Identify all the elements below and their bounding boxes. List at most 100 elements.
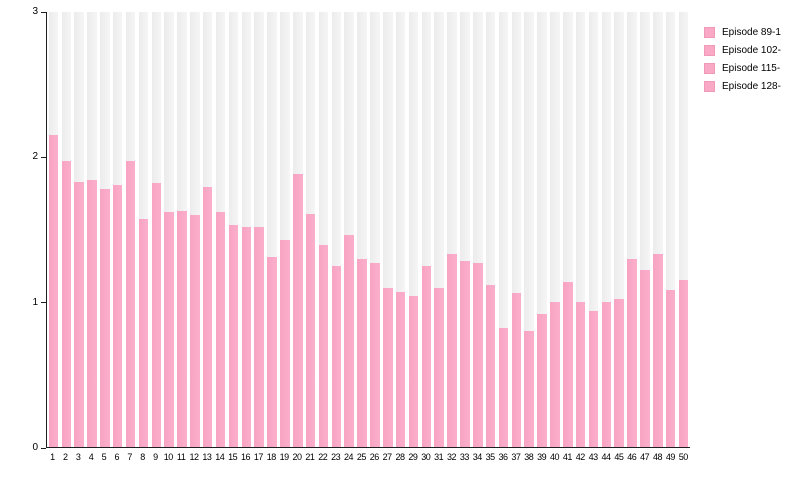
bar-slot xyxy=(304,12,317,447)
bar-track xyxy=(563,12,573,447)
bar-slot xyxy=(433,12,446,447)
x-axis-label: 20 xyxy=(292,452,302,462)
x-axis-label: 40 xyxy=(549,452,560,462)
bar-slot xyxy=(459,12,472,447)
bar-13[interactable] xyxy=(202,187,213,447)
bar-9[interactable] xyxy=(151,183,162,447)
bar-slot xyxy=(626,12,639,447)
bar-track xyxy=(267,12,277,447)
legend-item[interactable]: Episode 128- xyxy=(704,81,781,92)
bar-21[interactable] xyxy=(305,213,316,447)
bar-slot xyxy=(111,12,124,447)
bar-2[interactable] xyxy=(61,161,72,447)
bar-14[interactable] xyxy=(215,212,226,447)
bar-35[interactable] xyxy=(485,284,496,447)
bar-43[interactable] xyxy=(588,310,599,447)
bar-49[interactable] xyxy=(665,290,676,447)
bar-15[interactable] xyxy=(228,225,239,447)
bar-36[interactable] xyxy=(498,328,509,447)
bar-track xyxy=(100,12,110,447)
bar-3[interactable] xyxy=(74,181,84,447)
x-axis-label: 23 xyxy=(331,452,341,462)
bar-slot xyxy=(214,12,227,447)
bar-10[interactable] xyxy=(164,212,174,447)
bar-30[interactable] xyxy=(421,265,432,447)
bar-12[interactable] xyxy=(190,215,200,447)
x-axis-label: 7 xyxy=(127,452,132,462)
x-axis-label: 8 xyxy=(140,452,145,462)
bar-19[interactable] xyxy=(280,239,290,447)
y-axis-tick xyxy=(41,447,46,449)
bar-slot xyxy=(60,12,73,447)
bar-4[interactable] xyxy=(87,180,97,447)
bar-track xyxy=(614,12,624,447)
bar-7[interactable] xyxy=(125,161,136,447)
bar-39[interactable] xyxy=(537,313,547,447)
legend-swatch-icon xyxy=(704,27,715,38)
bar-20[interactable] xyxy=(292,174,303,447)
bar-46[interactable] xyxy=(627,258,637,447)
legend-item[interactable]: Episode 115- xyxy=(704,63,781,74)
bar-16[interactable] xyxy=(241,226,252,447)
bar-slot xyxy=(510,12,523,447)
x-axis-label: 36 xyxy=(498,452,508,462)
legend-item[interactable]: Episode 102- xyxy=(704,45,781,56)
bar-32[interactable] xyxy=(447,254,457,447)
bar-1[interactable] xyxy=(48,135,59,447)
bar-34[interactable] xyxy=(473,262,483,447)
legend-item[interactable]: Episode 89-1 xyxy=(704,27,781,38)
legend-swatch-icon xyxy=(704,81,715,92)
bar-slot xyxy=(227,12,240,447)
x-axis-label: 33 xyxy=(459,452,470,462)
bar-5[interactable] xyxy=(100,188,110,447)
bar-slot xyxy=(536,12,549,447)
bar-41[interactable] xyxy=(563,281,573,447)
x-axis-label: 13 xyxy=(202,452,212,462)
bar-18[interactable] xyxy=(267,257,277,447)
bar-29[interactable] xyxy=(408,296,419,447)
y-axis-tick-label: 2 xyxy=(32,151,38,163)
bar-slot xyxy=(278,12,291,447)
bar-series xyxy=(47,12,690,447)
bar-50[interactable] xyxy=(678,280,689,447)
bar-track xyxy=(305,12,316,447)
bar-23[interactable] xyxy=(331,265,342,447)
bar-track xyxy=(292,12,303,447)
bar-47[interactable] xyxy=(640,270,650,447)
bar-slot xyxy=(356,12,369,447)
bar-45[interactable] xyxy=(614,299,624,447)
bar-31[interactable] xyxy=(434,287,444,447)
bar-28[interactable] xyxy=(395,291,406,447)
bar-37[interactable] xyxy=(511,293,522,447)
bar-track xyxy=(370,12,380,447)
bar-27[interactable] xyxy=(383,287,393,447)
x-axis-label: 25 xyxy=(356,452,367,462)
bar-slot xyxy=(201,12,214,447)
bar-8[interactable] xyxy=(138,219,149,447)
bar-slot xyxy=(484,12,497,447)
x-axis-label: 45 xyxy=(614,452,624,462)
bar-6[interactable] xyxy=(112,184,123,447)
bar-48[interactable] xyxy=(653,254,663,447)
bar-24[interactable] xyxy=(344,235,354,447)
bar-track xyxy=(601,12,612,447)
bar-track xyxy=(473,12,483,447)
bar-44[interactable] xyxy=(601,302,612,447)
bar-22[interactable] xyxy=(318,245,329,447)
x-axis-label: 42 xyxy=(575,452,586,462)
bar-25[interactable] xyxy=(357,258,367,447)
legend: Episode 89-1 Episode 102- Episode 115- Epis… xyxy=(704,27,781,92)
x-axis-label: 48 xyxy=(652,452,663,462)
x-axis-label: 29 xyxy=(408,452,418,462)
bar-track xyxy=(318,12,329,447)
bar-38[interactable] xyxy=(524,331,534,447)
bar-11[interactable] xyxy=(177,210,187,447)
bar-26[interactable] xyxy=(370,262,380,447)
bar-track xyxy=(215,12,226,447)
bar-42[interactable] xyxy=(575,302,586,447)
bar-33[interactable] xyxy=(460,261,470,447)
bar-track xyxy=(383,12,393,447)
bar-40[interactable] xyxy=(550,302,560,447)
bar-17[interactable] xyxy=(254,226,264,447)
